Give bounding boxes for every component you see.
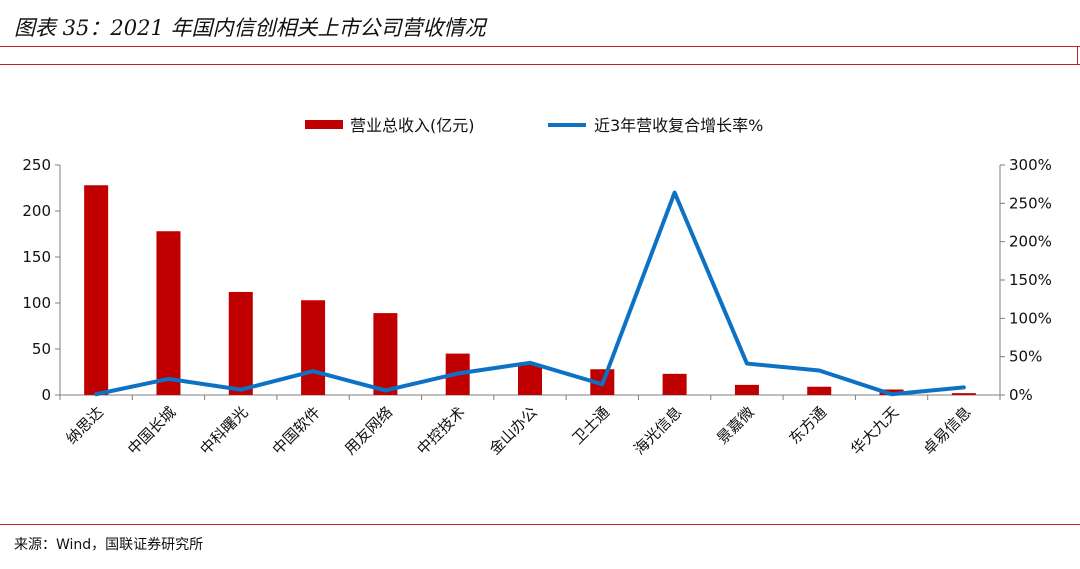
frame-right-edge [1077, 46, 1078, 64]
revenue-bar [518, 364, 542, 395]
x-tick-label: 卫士通 [569, 403, 614, 448]
x-tick-label: 用友网络 [341, 403, 396, 458]
x-tick-label: 中国长城 [124, 403, 179, 458]
y-right-tick-label: 0% [1009, 386, 1033, 404]
revenue-bar [807, 386, 832, 395]
y-left-tick-label: 50 [32, 340, 51, 358]
y-right-tick-label: 50% [1009, 348, 1042, 366]
legend-bar-swatch [305, 120, 343, 129]
x-tick-label: 金山办公 [486, 403, 541, 458]
x-tick-label: 海光信息 [630, 403, 685, 458]
revenue-bar [373, 313, 398, 395]
revenue-bar [228, 291, 253, 395]
x-tick-label: 纳思达 [62, 403, 107, 448]
revenue-bar [301, 300, 326, 395]
revenue-bar [662, 373, 687, 395]
revenue-bar [951, 393, 976, 395]
legend-bar-label: 营业总收入(亿元) [350, 116, 475, 135]
source-note: 来源：Wind，国联证券研究所 [14, 537, 204, 553]
y-right-tick-label: 250% [1009, 194, 1052, 212]
y-left-tick-label: 150 [22, 248, 51, 266]
revenue-bar [734, 384, 759, 395]
y-right-tick-label: 150% [1009, 271, 1052, 289]
y-right-tick-label: 100% [1009, 309, 1052, 327]
revenue-bar [84, 185, 109, 395]
chart-top-divider [0, 64, 1080, 65]
x-tick-label: 中科曙光 [196, 403, 251, 458]
y-left-tick-label: 250 [22, 156, 51, 174]
figure-title: 图表 35：2021 年国内信创相关上市公司营收情况 [14, 16, 486, 40]
source-divider [0, 524, 1080, 525]
x-tick-label: 中国软件 [269, 403, 324, 458]
y-left-tick-label: 0 [41, 386, 51, 404]
y-right-tick-label: 200% [1009, 233, 1052, 251]
x-tick-label: 中控技术 [413, 403, 468, 458]
growth-rate-line [94, 190, 966, 397]
x-tick-label: 华大九天 [847, 403, 902, 458]
x-tick-label: 卓易信息 [920, 403, 975, 458]
x-tick-label: 东方通 [786, 403, 831, 448]
revenue-bar [156, 231, 181, 395]
y-right-tick-label: 300% [1009, 156, 1052, 174]
y-left-tick-label: 200 [22, 202, 51, 220]
y-left-tick-label: 100 [22, 294, 51, 312]
x-tick-label: 景嘉微 [713, 403, 758, 448]
title-divider [0, 46, 1080, 47]
legend-line-label: 近3年营收复合增长率% [594, 116, 763, 135]
